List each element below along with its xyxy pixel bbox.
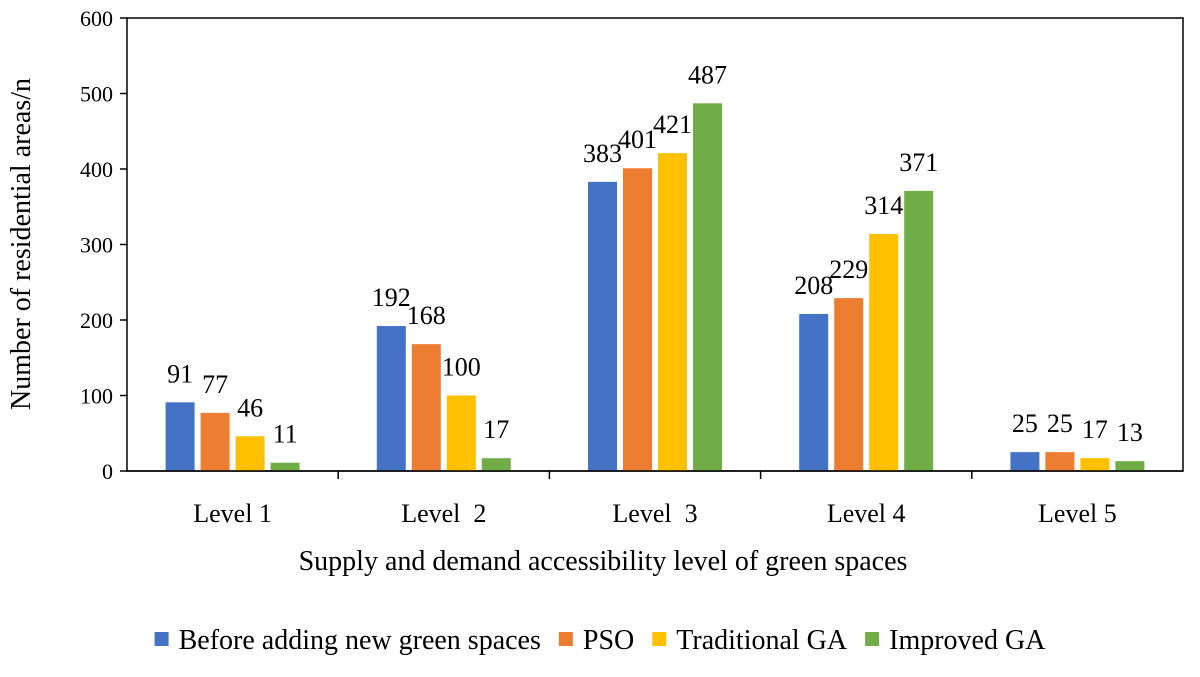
data-label: 168 <box>407 301 446 330</box>
bar-4-series-1 <box>799 313 829 471</box>
y-axis-title: Number of residential areas/n <box>6 78 37 410</box>
bar-3-series-1 <box>588 181 617 471</box>
legend-swatch <box>865 632 880 646</box>
y-axis-ticks: 0 100 200 300 400 500 600 <box>80 6 127 484</box>
legend-label: Improved GA <box>889 625 1046 656</box>
x-category-label: Level 1 <box>193 499 272 528</box>
data-label: 17 <box>483 415 509 444</box>
data-label: 371 <box>899 148 938 177</box>
data-label: 421 <box>653 110 692 139</box>
legend-label: Before adding new green spaces <box>179 625 541 656</box>
plot-frame <box>126 17 1184 472</box>
legend-swatch <box>154 632 169 646</box>
data-label: 100 <box>442 353 481 382</box>
y-tick-label: 200 <box>80 308 113 333</box>
bar-1-series-1 <box>165 402 195 471</box>
bar-3-series-3 <box>658 153 687 471</box>
data-label: 314 <box>864 191 903 220</box>
bar-2-series-3 <box>446 395 476 471</box>
legend: Before adding new green spaces PSO Traditi… <box>154 625 1046 656</box>
bar-5-series-3 <box>1080 458 1110 471</box>
legend-swatch <box>558 632 573 646</box>
bar-4-series-4 <box>904 190 934 471</box>
bar-2-series-1 <box>376 326 406 471</box>
x-category-label: Level 2 <box>401 499 486 528</box>
data-label: 25 <box>1012 409 1038 438</box>
data-label: 25 <box>1047 409 1073 438</box>
y-tick-label: 600 <box>80 6 113 31</box>
y-tick-label: 0 <box>102 459 113 484</box>
y-tick-label: 500 <box>80 82 113 107</box>
bar-3-series-4 <box>693 103 722 471</box>
bar-3-series-2 <box>623 168 652 471</box>
data-label: 77 <box>202 370 228 399</box>
legend-label: PSO <box>583 625 634 656</box>
y-tick-label: 100 <box>80 384 113 409</box>
bar-1-series-2 <box>200 412 230 471</box>
y-tick-label: 400 <box>80 157 113 182</box>
data-label: 91 <box>167 359 193 388</box>
x-category-label: Level 4 <box>827 499 906 528</box>
data-label: 383 <box>583 139 622 168</box>
data-label: 17 <box>1082 415 1108 444</box>
y-tick-label: 300 <box>80 233 113 258</box>
bar-2-series-2 <box>411 344 441 471</box>
bar-4-series-2 <box>834 298 864 471</box>
category-labels: Level 1 Level 2 Level 3 Level 4 Level 5 <box>193 499 1116 528</box>
data-label: 401 <box>618 125 657 154</box>
legend-label: Traditional GA <box>676 625 848 656</box>
legend-swatch <box>652 632 667 646</box>
bar-4-series-3 <box>869 233 899 471</box>
bar-1-series-4 <box>270 462 300 471</box>
bar-2-series-4 <box>481 458 511 471</box>
data-label: 192 <box>372 283 411 312</box>
data-label: 487 <box>688 60 727 89</box>
data-label: 11 <box>273 420 298 449</box>
bar-5-series-4 <box>1115 461 1145 471</box>
data-label: 13 <box>1117 418 1143 447</box>
data-label: 208 <box>794 271 833 300</box>
x-category-label: Level 3 <box>612 499 697 528</box>
x-axis-ticks <box>337 471 973 479</box>
x-axis-title: Supply and demand accessibility level of… <box>299 546 908 577</box>
data-label: 229 <box>829 255 868 284</box>
bar-5-series-2 <box>1045 452 1075 471</box>
bars-group <box>165 103 1145 471</box>
bar-5-series-1 <box>1010 452 1040 471</box>
x-category-label: Level 5 <box>1038 499 1117 528</box>
data-label: 46 <box>237 393 263 422</box>
bar-1-series-3 <box>235 436 265 471</box>
